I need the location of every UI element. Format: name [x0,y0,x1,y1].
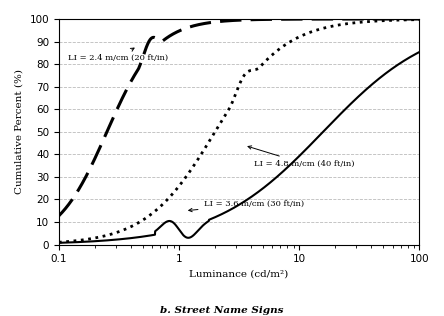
Text: LI = 2.4 m/cm (20 ft/in): LI = 2.4 m/cm (20 ft/in) [68,48,169,62]
Text: b. Street Name Signs: b. Street Name Signs [160,306,284,315]
Text: LI = 4.8 m/cm (40 ft/in): LI = 4.8 m/cm (40 ft/in) [248,146,354,168]
Y-axis label: Cumulative Percent (%): Cumulative Percent (%) [15,69,24,194]
X-axis label: Luminance (cd/m²): Luminance (cd/m²) [190,270,289,279]
Text: LI = 3.6 m/cm (30 ft/in): LI = 3.6 m/cm (30 ft/in) [189,200,304,212]
